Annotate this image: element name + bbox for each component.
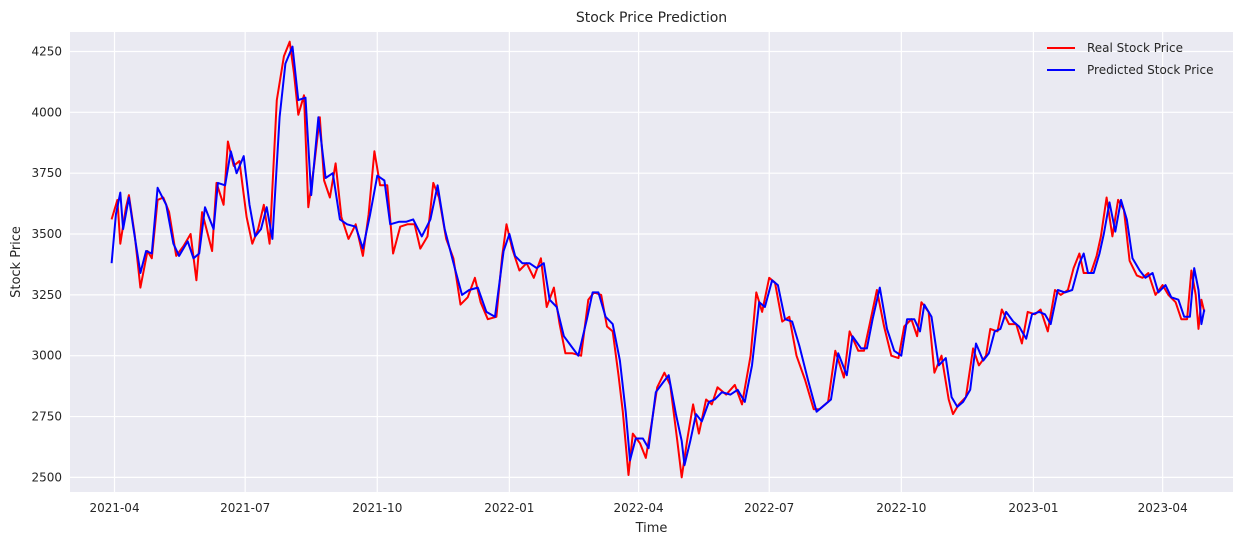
x-tick-label: 2021-04 — [89, 501, 139, 515]
y-tick-label: 4000 — [31, 105, 62, 119]
x-tick-label: 2022-07 — [744, 501, 794, 515]
x-axis-label: Time — [635, 521, 668, 536]
y-tick-labels: 2500 2750 3000 3250 3500 3750 4000 4250 — [31, 44, 62, 484]
legend-label: Real Stock Price — [1087, 41, 1183, 55]
x-tick-labels: 2021-04 2021-07 2021-10 2022-01 2022-04 2022-… — [89, 501, 1187, 515]
x-tick-label: 2022-10 — [876, 501, 926, 515]
x-tick-label: 2021-07 — [220, 501, 270, 515]
x-gridlines — [113, 32, 1164, 492]
y-axis-label: Stock Price — [9, 226, 24, 298]
y-tick-label: 4250 — [31, 44, 62, 58]
legend-label: Predicted Stock Price — [1087, 63, 1213, 77]
chart-title: Stock Price Prediction — [576, 10, 727, 26]
legend: Real Stock Price Predicted Stock Price — [1047, 41, 1213, 77]
series-line-predicted — [110, 45, 1206, 467]
x-tick-label: 2022-04 — [614, 501, 664, 515]
y-tick-label: 3250 — [31, 288, 62, 302]
x-tick-label: 2021-10 — [352, 501, 402, 515]
series-lines — [110, 40, 1206, 479]
y-tick-label: 2750 — [31, 410, 62, 424]
x-tick-label: 2023-04 — [1138, 501, 1188, 515]
x-tick-label: 2023-01 — [1008, 501, 1058, 515]
y-gridlines — [70, 50, 1233, 478]
y-tick-label: 2500 — [31, 470, 62, 484]
y-tick-label: 3750 — [31, 166, 62, 180]
x-tick-label: 2022-01 — [484, 501, 534, 515]
plot-area — [70, 32, 1233, 492]
y-tick-label: 3000 — [31, 349, 62, 363]
y-tick-label: 3500 — [31, 227, 62, 241]
